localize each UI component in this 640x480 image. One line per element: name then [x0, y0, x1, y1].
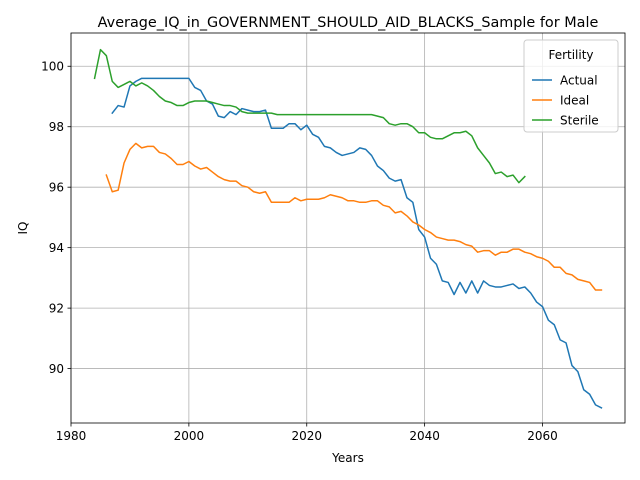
y-tick-label: 90: [49, 362, 64, 376]
legend-title: Fertility: [548, 48, 593, 62]
legend-label-ideal: Ideal: [560, 93, 589, 107]
plot-frame: [70, 32, 626, 424]
x-tick-label: 2020: [291, 429, 322, 443]
legend: Fertility Actual Ideal Sterile: [523, 39, 619, 133]
x-tick-label: 2040: [409, 429, 440, 443]
y-tick-label: 100: [41, 60, 64, 74]
x-tick-label: 2060: [527, 429, 558, 443]
series-line-ideal: [105, 142, 603, 291]
chart-title: Average_IQ_in_GOVERNMENT_SHOULD_AID_BLAC…: [98, 15, 599, 31]
y-axis-label: IQ: [16, 222, 30, 235]
series-lines: [93, 48, 603, 409]
x-tick-label: 2000: [174, 429, 205, 443]
x-tick-label: 1980: [56, 429, 87, 443]
axis-ticks: 1980 2000 2020 2040 2060 90 92 94 96 98 100: [41, 60, 558, 443]
legend-label-sterile: Sterile: [560, 113, 599, 127]
legend-entries: Actual Ideal Sterile: [532, 73, 599, 127]
series-line-sterile: [93, 48, 526, 184]
legend-box: [523, 39, 619, 133]
x-axis-label: Years: [331, 451, 364, 465]
legend-label-actual: Actual: [560, 73, 598, 87]
y-tick-label: 92: [49, 301, 64, 315]
y-tick-label: 98: [49, 120, 64, 134]
series-line-actual: [111, 77, 603, 409]
y-tick-label: 96: [49, 180, 64, 194]
y-tick-label: 94: [49, 241, 64, 255]
